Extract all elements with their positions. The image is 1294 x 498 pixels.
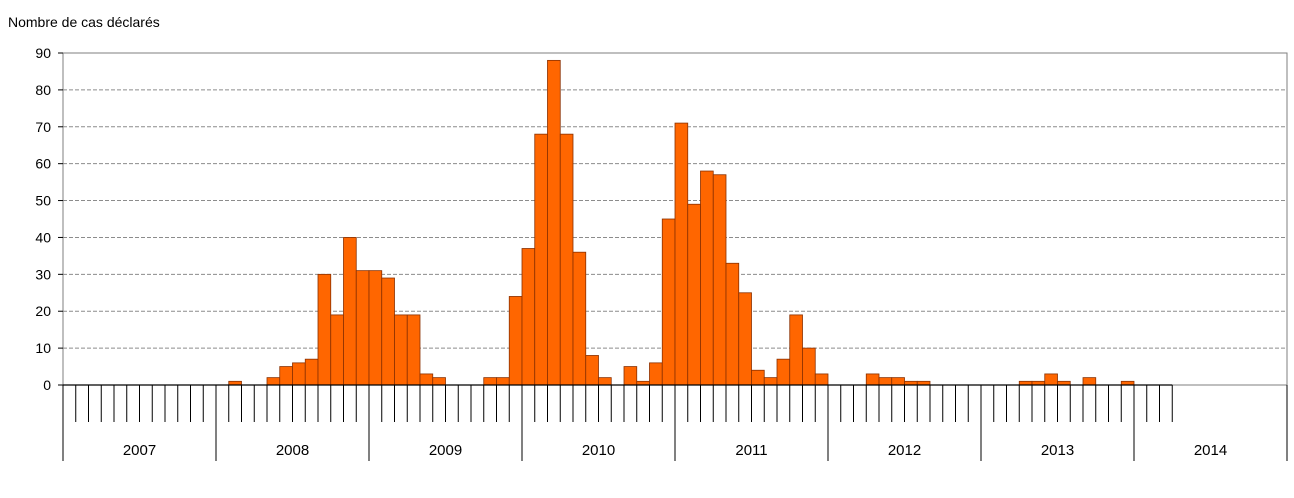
year-label: 2013: [1041, 442, 1074, 459]
y-axis-label: Nombre de cas déclarés: [8, 14, 160, 30]
bar: [534, 133, 548, 386]
bar: [317, 273, 332, 386]
year-label: 2007: [123, 442, 156, 459]
bar: [483, 377, 497, 386]
bar: [406, 314, 421, 386]
y-tick-label: 30: [35, 266, 51, 282]
bar: [572, 251, 587, 386]
year-label: 2010: [582, 442, 615, 459]
y-tick-label: 0: [43, 377, 51, 393]
bar: [419, 373, 434, 386]
bar: [304, 358, 319, 386]
bar: [343, 237, 357, 386]
bar: [394, 314, 408, 386]
y-tick-label: 90: [35, 45, 51, 61]
bar: [496, 377, 510, 386]
bar: [661, 218, 676, 386]
bar: [802, 347, 816, 386]
bar: [432, 377, 446, 386]
bar: [1082, 377, 1097, 386]
bar: [738, 292, 752, 386]
year-label: 2009: [429, 442, 462, 459]
bar: [649, 362, 663, 386]
bar: [623, 366, 638, 386]
bar: [776, 358, 791, 386]
y-tick-label: 50: [35, 193, 51, 209]
y-tick-label: 80: [35, 82, 51, 98]
bar: [330, 314, 344, 386]
bar: [355, 270, 370, 386]
bar: [674, 122, 689, 386]
y-tick-label: 70: [35, 119, 51, 135]
bar: [725, 262, 740, 386]
bar: [763, 377, 778, 386]
bar: [521, 248, 536, 386]
y-tick-label: 10: [35, 340, 51, 356]
bar: [598, 377, 612, 386]
year-label: 2008: [276, 442, 309, 459]
bar: [878, 377, 893, 386]
bar: [1044, 373, 1058, 386]
bar: [279, 366, 293, 386]
bar: [559, 133, 574, 386]
bar: [547, 59, 561, 386]
y-tick-label: 40: [35, 229, 51, 245]
bar: [700, 170, 714, 386]
bar: [789, 314, 803, 386]
bar: [585, 355, 599, 386]
bar: [865, 373, 880, 386]
y-tick-label: 20: [35, 303, 51, 319]
bar: [266, 377, 281, 386]
bar: [751, 369, 765, 386]
bar: [508, 296, 523, 386]
bar: [712, 174, 727, 386]
y-tick-label: 60: [35, 156, 51, 172]
bar: [368, 270, 383, 386]
year-label: 2011: [735, 442, 767, 459]
bar: [292, 362, 306, 386]
bar: [814, 373, 829, 386]
year-label: 2012: [888, 442, 921, 459]
bar: [891, 377, 905, 386]
bar: [687, 203, 701, 386]
year-label: 2014: [1194, 442, 1227, 459]
bar: [381, 277, 395, 386]
